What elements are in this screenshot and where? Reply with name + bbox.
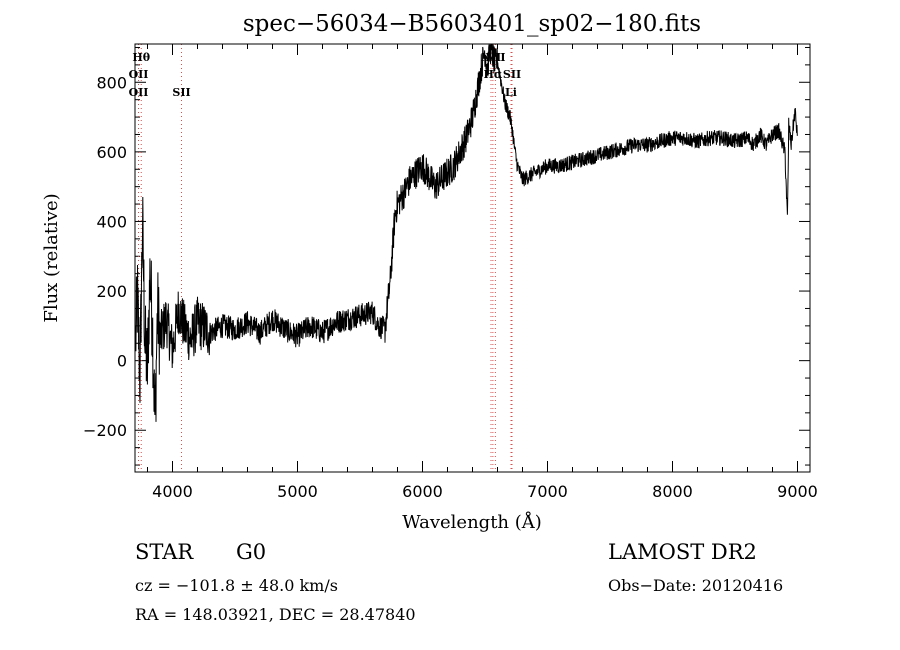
axis-ticks: [135, 44, 810, 472]
survey-name: LAMOST DR2: [608, 540, 757, 564]
y-tick-label: −200: [83, 421, 127, 440]
object-class: STAR: [135, 540, 194, 564]
emission-line-label: SII: [172, 86, 190, 99]
y-axis-label: Flux (relative): [41, 193, 62, 322]
spectrum-line: [135, 44, 798, 422]
emission-line-markers: [138, 44, 513, 472]
y-tick-label: 600: [96, 143, 127, 162]
x-axis-label: Wavelength (Å): [402, 511, 542, 533]
y-tick-label: 400: [96, 212, 127, 231]
x-tick-label: 7000: [527, 482, 568, 501]
x-tick-label: 5000: [277, 482, 318, 501]
y-tick-label: 200: [96, 282, 127, 301]
emission-line-label: OII: [129, 86, 149, 99]
x-tick-label: 6000: [402, 482, 443, 501]
observation-date: Obs−Date: 20120416: [608, 576, 784, 595]
emission-line-label: OII: [129, 68, 149, 81]
y-tick-label: 800: [96, 73, 127, 92]
emission-line-label: Hθ: [132, 51, 150, 64]
chart-title: spec−56034−B5603401_sp02−180.fits: [243, 11, 701, 37]
x-tick-label: 9000: [777, 482, 818, 501]
y-tick-labels: −200 0 200 400 600 800: [83, 73, 127, 440]
plot-frame: [134, 43, 811, 473]
x-tick-label: 8000: [652, 482, 693, 501]
y-tick-label: 0: [117, 352, 127, 371]
coordinates: RA = 148.03921, DEC = 28.47840: [135, 605, 416, 624]
redshift-cz: cz = −101.8 ± 48.0 km/s: [135, 576, 338, 595]
emission-line-label: Li: [505, 86, 517, 99]
emission-line-label: SII: [503, 68, 521, 81]
x-tick-labels: 4000 5000 6000 7000 8000 9000: [152, 482, 818, 501]
object-subclass: G0: [236, 540, 267, 564]
x-tick-label: 4000: [152, 482, 193, 501]
